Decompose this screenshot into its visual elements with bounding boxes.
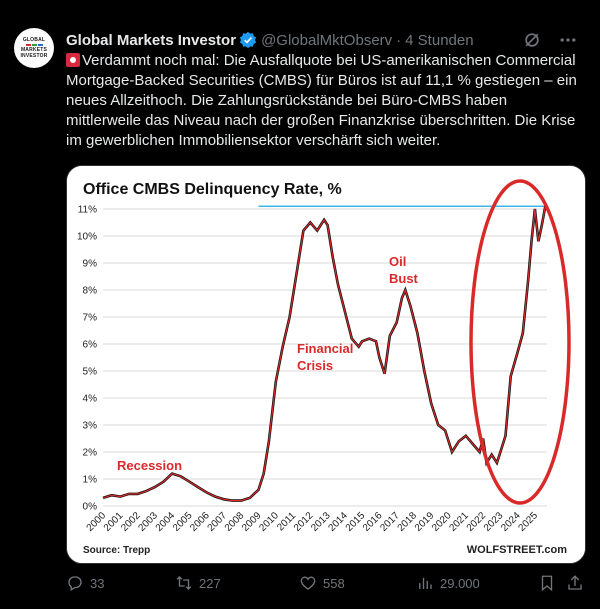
y-tick-label: 5% xyxy=(83,367,98,378)
tweet-text: Verdammt noch mal: Die Ausfallquote bei … xyxy=(66,51,586,151)
views-icon xyxy=(419,577,432,589)
reply-count: 33 xyxy=(90,575,105,591)
siren-emoji-icon xyxy=(66,53,80,67)
y-tick-label: 2% xyxy=(83,448,98,459)
annotation-financial-crisis: Financial Crisis xyxy=(297,341,353,373)
y-tick-label: 11% xyxy=(78,205,97,216)
chart-svg: Office CMBS Delinquency Rate, % 0% 1% 2% 3%… xyxy=(67,166,585,563)
tweet-image-chart[interactable]: Office CMBS Delinquency Rate, % 0% 1% 2% 3%… xyxy=(66,165,586,564)
chart-source: Source: Trepp xyxy=(83,545,150,556)
y-tick-label: 9% xyxy=(83,259,98,270)
y-tick-label: 4% xyxy=(83,394,98,405)
heart-icon xyxy=(300,576,316,590)
bookmark-icon xyxy=(541,575,553,592)
grok-icon[interactable] xyxy=(522,30,542,50)
avatar-text-3: INVESTOR xyxy=(20,53,48,59)
reply-icon xyxy=(68,576,82,591)
y-tick-label: 0% xyxy=(83,502,98,513)
repost-button[interactable]: 227 xyxy=(175,574,221,592)
share-button[interactable] xyxy=(566,574,584,592)
avatar-graph-icon xyxy=(25,44,43,46)
tweet-header: Global Markets Investor @GlobalMktObserv… xyxy=(66,30,588,50)
y-tick-label: 7% xyxy=(83,313,98,324)
tweet-actions: 33 227 558 29.000 xyxy=(66,572,584,594)
avatar-text-1: GLOBAL xyxy=(22,37,46,43)
views-count: 29.000 xyxy=(440,575,480,591)
share-icon xyxy=(568,575,582,590)
like-count: 558 xyxy=(323,575,345,591)
more-options-icon[interactable] xyxy=(558,30,578,50)
separator-dot: · xyxy=(396,31,402,49)
y-tick-label: 1% xyxy=(83,475,98,486)
repost-count: 227 xyxy=(199,575,221,591)
avatar[interactable]: GLOBAL MARKETS INVESTOR xyxy=(14,28,54,68)
like-button[interactable]: 558 xyxy=(299,574,345,592)
author-handle[interactable]: @GlobalMktObserv xyxy=(261,31,393,49)
annotation-oil-bust: Oil Bust xyxy=(389,254,419,286)
reply-button[interactable]: 33 xyxy=(66,574,104,592)
author-name[interactable]: Global Markets Investor xyxy=(66,31,237,49)
series-line-highlight xyxy=(102,206,546,502)
y-tick-label: 10% xyxy=(77,232,97,243)
annotation-recession: Recession xyxy=(117,458,182,473)
y-tick-label: 6% xyxy=(83,340,98,351)
y-tick-label: 8% xyxy=(83,286,98,297)
tweet-body: Verdammt noch mal: Die Ausfallquote bei … xyxy=(66,52,577,149)
highlight-circle xyxy=(469,179,571,505)
chart-title: Office CMBS Delinquency Rate, % xyxy=(83,181,342,198)
avatar-text-2: MARKETS xyxy=(20,47,48,53)
bookmark-button[interactable] xyxy=(538,574,556,592)
verified-badge-icon xyxy=(239,31,257,49)
timestamp[interactable]: 4 Stunden xyxy=(405,31,474,49)
y-tick-label: 3% xyxy=(83,421,98,432)
views-button[interactable]: 29.000 xyxy=(416,574,480,592)
chart-brand: WOLFSTREET.com xyxy=(467,544,567,556)
repost-icon xyxy=(176,576,192,590)
